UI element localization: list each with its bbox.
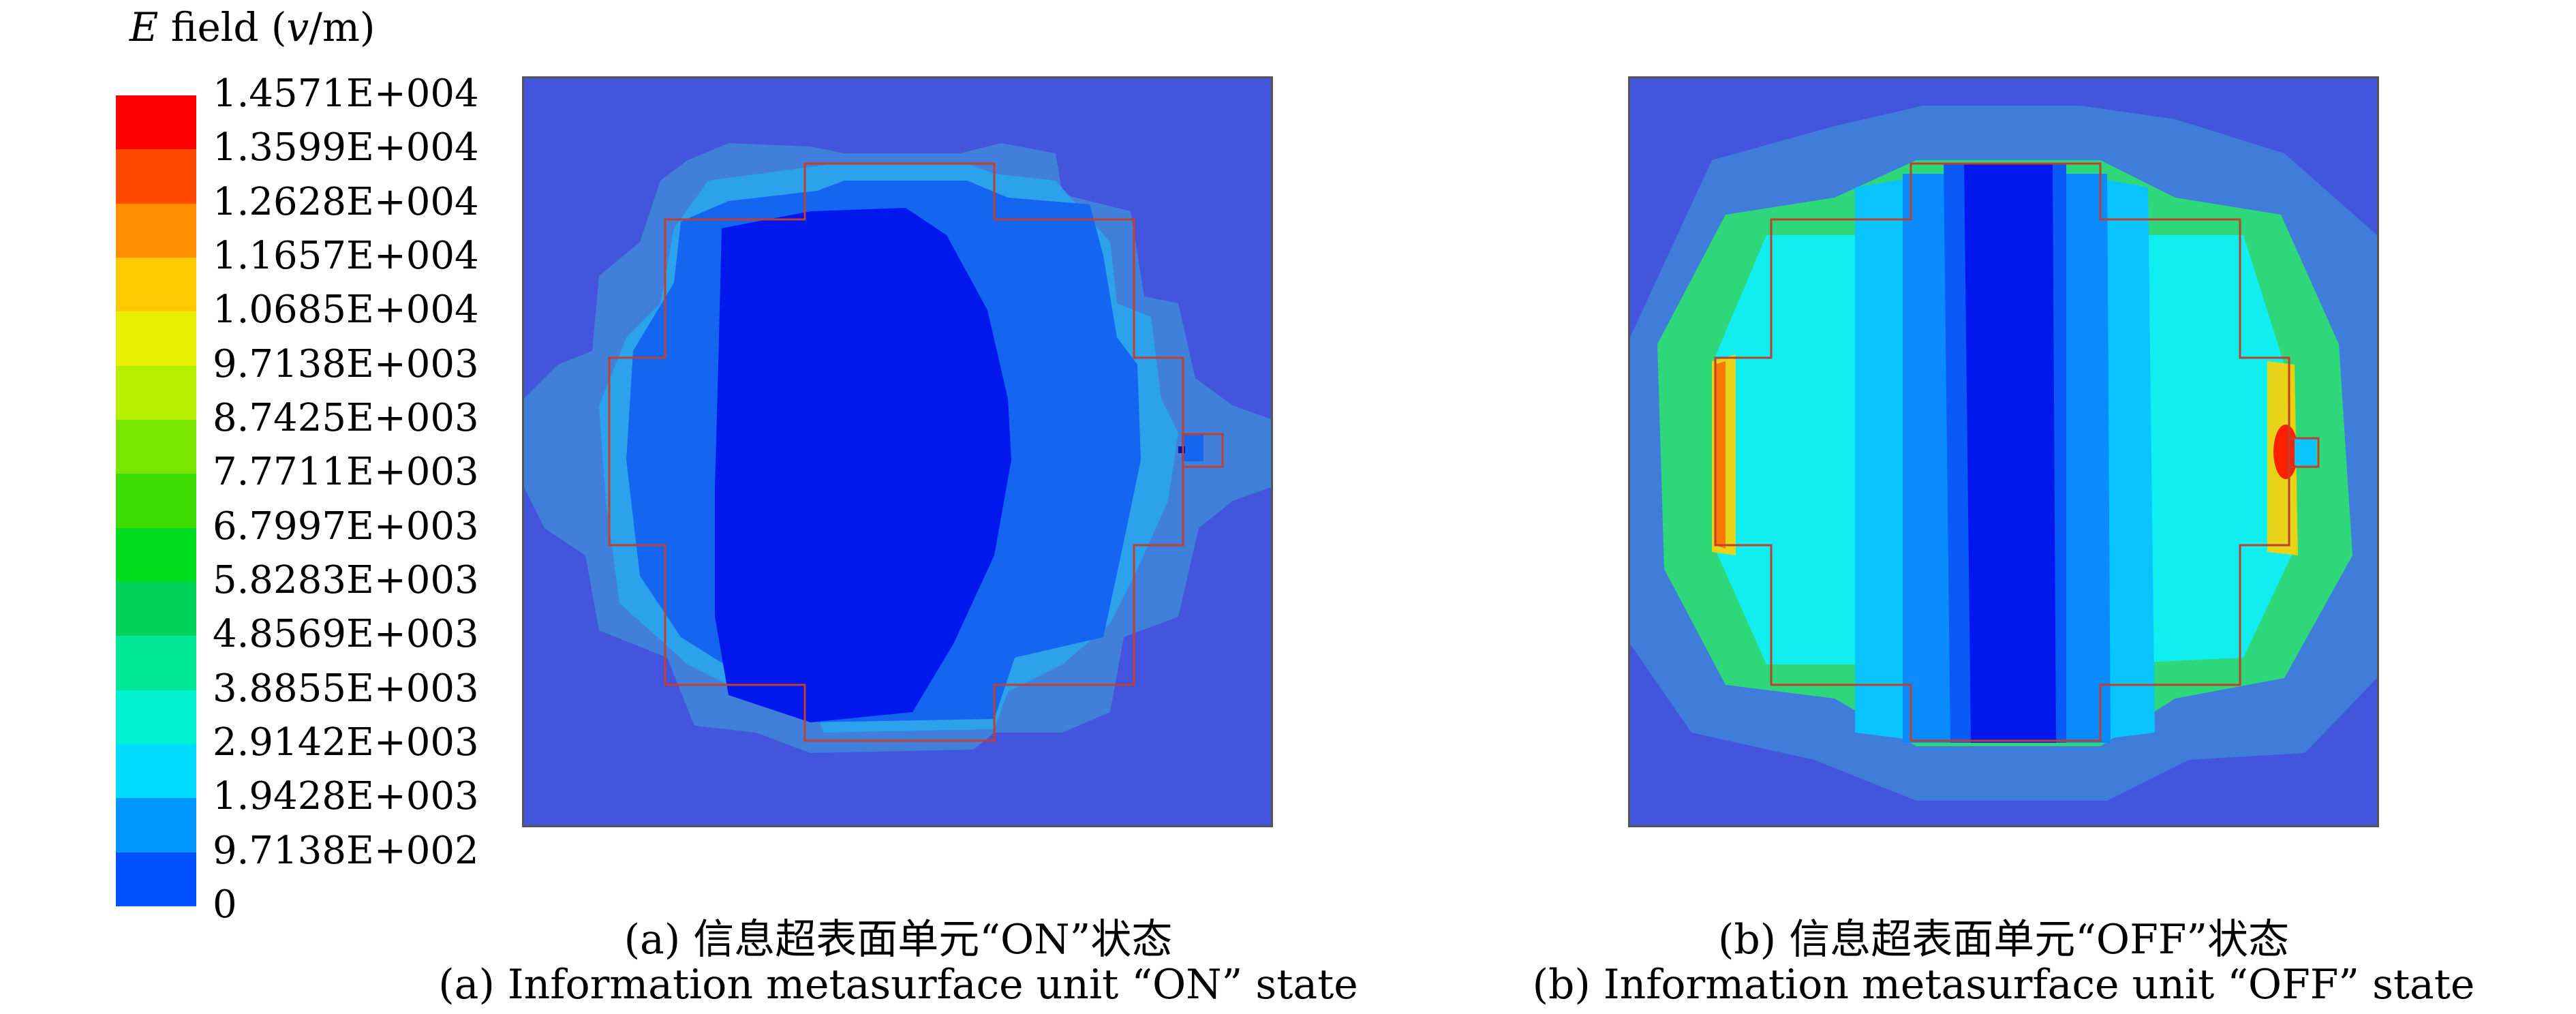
legend-title: E field (v/m) bbox=[129, 4, 375, 50]
colorbar-cell bbox=[116, 474, 196, 528]
hotspot-right-core bbox=[2273, 425, 2298, 479]
colorbar-tick-label: 8.7425E+003 bbox=[213, 396, 479, 440]
caption-off-cn: (b) 信息超表面单元“OFF”状态 bbox=[1717, 916, 2290, 964]
field-plot-on-state bbox=[522, 76, 1273, 827]
legend-unit-v: v bbox=[286, 4, 309, 50]
field-plot-off-svg bbox=[1630, 78, 2377, 825]
feed-line-outline bbox=[2289, 437, 2320, 468]
colorbar-cell bbox=[116, 581, 196, 636]
colorbar-tick-label: 3.8855E+003 bbox=[213, 666, 479, 711]
colorbar-cell bbox=[116, 203, 196, 258]
colorbar-tick-label: 1.3599E+004 bbox=[213, 125, 479, 170]
colorbar-tick-label: 1.4571E+004 bbox=[213, 72, 479, 116]
colorbar-tick-label: 1.9428E+003 bbox=[213, 774, 479, 818]
colorbar-cell bbox=[116, 149, 196, 204]
legend-unit-rest: /m) bbox=[309, 4, 375, 50]
field-column-dark bbox=[1964, 164, 2056, 743]
colorbar-tick-label: 2.9142E+003 bbox=[213, 720, 479, 765]
caption-off-en: (b) Information metasurface unit “OFF” s… bbox=[1532, 961, 2475, 1009]
feed-port bbox=[2295, 438, 2316, 465]
legend-quantity: E bbox=[129, 4, 159, 50]
unit-cross-outline bbox=[608, 162, 1184, 742]
colorbar-cell bbox=[116, 690, 196, 744]
colorbar-tick-label: 4.8569E+003 bbox=[213, 612, 479, 656]
field-plot-on-svg bbox=[524, 78, 1271, 825]
caption-on-en: (a) Information metasurface unit “ON” st… bbox=[438, 961, 1358, 1009]
hotspot-left-core bbox=[1715, 361, 1726, 549]
feed-line-outline bbox=[1183, 433, 1224, 468]
unit-cross-outline bbox=[1714, 162, 2290, 742]
colorbar-cell bbox=[116, 311, 196, 366]
colorbar-tick-label: 1.2628E+004 bbox=[213, 180, 479, 224]
colorbar-tick-label: 9.7138E+003 bbox=[213, 342, 479, 386]
feed-port-pin bbox=[1178, 446, 1185, 453]
feed-port bbox=[1182, 434, 1203, 461]
field-core-dark bbox=[715, 208, 1011, 722]
colorbar-cell bbox=[116, 743, 196, 799]
colorbar-cell bbox=[116, 365, 196, 420]
field-plot-off-state bbox=[1628, 76, 2379, 827]
caption-on-cn: (a) 信息超表面单元“ON”状态 bbox=[624, 916, 1173, 964]
colorbar-cell bbox=[116, 636, 196, 690]
colorbar bbox=[116, 95, 196, 906]
legend-title-text: field ( bbox=[158, 4, 287, 50]
colorbar-tick-label: 1.0685E+004 bbox=[213, 288, 479, 332]
colorbar-cell bbox=[116, 419, 196, 474]
colorbar-cell bbox=[116, 852, 196, 906]
colorbar-cell bbox=[116, 798, 196, 852]
colorbar-tick-label: 6.7997E+003 bbox=[213, 504, 479, 549]
colorbar-cell bbox=[116, 527, 196, 582]
colorbar-tick-label: 5.8283E+003 bbox=[213, 558, 479, 602]
colorbar-cell bbox=[116, 95, 196, 150]
colorbar-tick-label: 9.7138E+002 bbox=[213, 829, 479, 873]
colorbar-tick-label: 0 bbox=[213, 882, 237, 927]
colorbar-tick-label: 7.7711E+003 bbox=[213, 450, 479, 494]
colorbar-cell bbox=[116, 257, 196, 312]
colorbar-tick-label: 1.1657E+004 bbox=[213, 234, 479, 278]
